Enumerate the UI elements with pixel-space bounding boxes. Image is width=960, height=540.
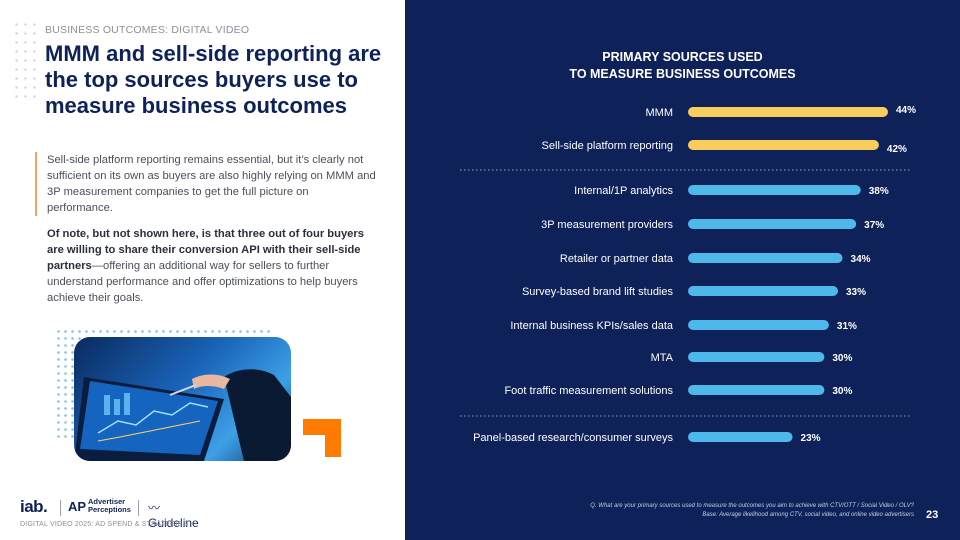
footnote-question: Q. What are your primary sources used to… (590, 503, 914, 509)
category-label: Internal business KPIs/sales data (510, 320, 674, 332)
chart-panel (405, 0, 960, 540)
data-label: 44% (896, 105, 916, 116)
tablet-photo (74, 337, 291, 461)
category-label: Retailer or partner data (560, 253, 674, 265)
bar (688, 107, 888, 117)
data-label: 38% (869, 186, 889, 197)
tablet-illustration (74, 369, 291, 461)
chart-title-line-2: TO MEASURE BUSINESS OUTCOMES (569, 67, 796, 81)
bar (688, 385, 825, 395)
report-footer: DIGITAL VIDEO 2025: AD SPEND & STRATEGIE… (20, 521, 188, 528)
logo-divider (60, 500, 61, 516)
advertiser-perceptions-mark-icon: AP (68, 499, 87, 514)
chart-footnote: Q. What are your primary sources used to… (494, 502, 914, 520)
page-number: 23 (926, 509, 939, 521)
bar (688, 219, 857, 229)
data-label: 37% (864, 220, 884, 231)
data-label: 30% (832, 386, 852, 397)
body-text-block: Sell-side platform reporting remains ess… (35, 152, 377, 216)
decorative-dot-grid (12, 20, 38, 100)
data-label: 31% (837, 321, 857, 332)
advertiser-perceptions-logo: Advertiser Perceptions (88, 497, 131, 514)
category-label: Panel-based research/consumer surveys (473, 432, 673, 444)
body-paragraph-2: Of note, but not shown here, is that thr… (47, 226, 367, 306)
category-label: Sell-side platform reporting (542, 140, 673, 152)
bar-chart: MMM 44% Sell-side platform reporting 42% Int… (460, 105, 916, 444)
bar (688, 253, 843, 263)
category-label: Survey-based brand lift studies (522, 286, 674, 298)
bar (688, 140, 879, 150)
chart-title: PRIMARY SOURCES USED TO MEASURE BUSINESS… (405, 49, 960, 83)
guideline-logo-text: Guideline (148, 516, 199, 530)
bar (688, 352, 825, 362)
category-label: MTA (651, 352, 674, 364)
orange-corner-mark (303, 419, 341, 457)
data-label: 42% (887, 144, 907, 155)
category-label: Internal/1P analytics (574, 185, 673, 197)
bar (688, 286, 838, 296)
data-label: 23% (801, 433, 821, 444)
body-paragraph-2-wrapper: Of note, but not shown here, is that thr… (47, 226, 367, 306)
body-paragraph-2-bold: Of note, but not shown here, is that thr… (47, 228, 364, 272)
data-label: 34% (851, 254, 871, 265)
footnote-base: Base: Average likelihood among CTV, soci… (702, 512, 914, 518)
page-title: MMM and sell-side reporting are the top … (45, 41, 382, 118)
bar (688, 185, 861, 195)
data-label: 33% (846, 287, 866, 298)
iab-logo: iab. (20, 497, 48, 516)
body-paragraph-1: Sell-side platform reporting remains ess… (47, 154, 376, 214)
guideline-logo: 〰 Guideline (148, 501, 199, 530)
bar (688, 320, 829, 330)
section-eyebrow: BUSINESS OUTCOMES: DIGITAL VIDEO (45, 24, 250, 36)
category-label: 3P measurement providers (541, 219, 673, 231)
logo-divider (138, 500, 139, 516)
data-label: 30% (832, 353, 852, 364)
body-paragraph-2-rest: —offering an additional way for sellers … (47, 260, 358, 304)
left-panel: BUSINESS OUTCOMES: DIGITAL VIDEO MMM and… (0, 0, 405, 540)
category-label: MMM (646, 107, 674, 119)
category-label: Foot traffic measurement solutions (504, 385, 673, 397)
bar (688, 432, 793, 442)
chart-title-line-1: PRIMARY SOURCES USED (602, 50, 763, 64)
